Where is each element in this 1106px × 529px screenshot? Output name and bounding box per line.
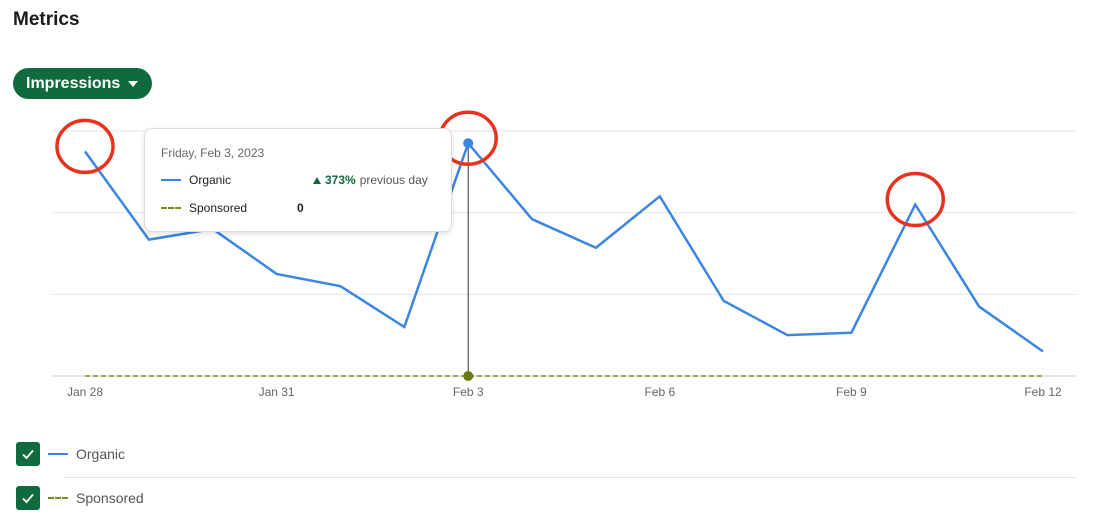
organic-checkbox[interactable] [16, 442, 40, 466]
sponsored-line-swatch-icon [161, 207, 181, 209]
sponsored-legend-line-icon [48, 497, 68, 499]
legend-item-organic[interactable]: Organic [16, 442, 125, 466]
tooltip-row-sponsored: Sponsored [161, 201, 247, 215]
metric-dropdown-label: Impressions [26, 74, 121, 92]
organic-series-line [83, 140, 1044, 353]
sponsored-checkbox[interactable] [16, 486, 40, 510]
x-tick-label: Jan 31 [259, 385, 295, 399]
checkmark-icon [22, 493, 34, 504]
checkmark-icon [22, 449, 34, 460]
annotation-circle [885, 171, 946, 228]
metric-dropdown-button[interactable]: Impressions [13, 68, 153, 99]
legend-item-sponsored[interactable]: Sponsored [16, 486, 144, 510]
tooltip-sponsored-value: 0 [297, 201, 304, 215]
tooltip-change-text: previous day [359, 173, 428, 187]
sponsored-highlight-point [463, 371, 474, 381]
annotation-circle [55, 118, 115, 175]
caret-down-icon [128, 81, 139, 87]
tooltip-organic-label: Organic [189, 173, 232, 187]
legend-organic-label: Organic [76, 446, 126, 462]
organic-legend-line-icon [48, 453, 68, 455]
organic-highlight-point [463, 138, 474, 149]
tooltip-date: Friday, Feb 3, 2023 [161, 146, 265, 160]
tooltip-sponsored-label: Sponsored [189, 201, 248, 215]
x-tick-label: Jan 28 [67, 385, 103, 399]
x-tick-label: Feb 3 [453, 385, 484, 399]
page-title: Metrics [13, 9, 80, 30]
tooltip-row-organic: Organic [161, 173, 231, 187]
trend-up-icon [313, 176, 321, 184]
x-tick-label: Feb 12 [1024, 385, 1062, 399]
chart-tooltip: Friday, Feb 3, 2023 Organic 373% previou… [144, 128, 452, 232]
tooltip-change-percent: 373% [325, 173, 356, 187]
legend-sponsored-label: Sponsored [76, 490, 144, 506]
x-tick-label: Feb 6 [644, 385, 675, 399]
tooltip-organic-change: 373% previous day [313, 173, 428, 187]
legend-divider [64, 477, 1076, 478]
organic-line-swatch-icon [161, 179, 181, 181]
x-tick-label: Feb 9 [836, 385, 867, 399]
